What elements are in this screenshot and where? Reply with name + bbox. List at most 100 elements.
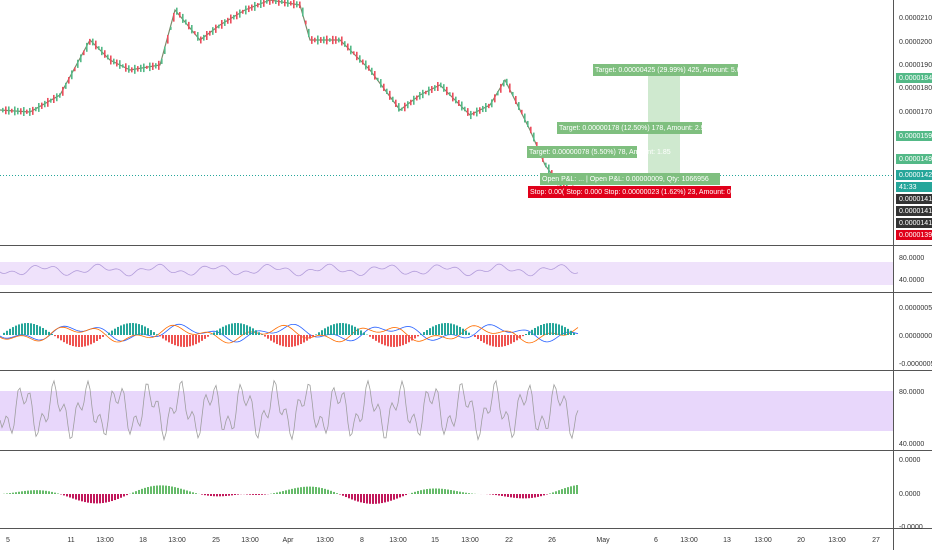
macd-hist <box>69 335 71 346</box>
volume-hist <box>222 494 224 497</box>
target-bg <box>527 146 637 158</box>
macd-hist <box>237 323 239 335</box>
candle <box>254 1 256 11</box>
candle <box>140 64 142 72</box>
candle <box>416 95 418 101</box>
rsi-line <box>0 263 579 277</box>
macd-hist <box>222 326 224 335</box>
volume-hist <box>555 491 557 494</box>
macd-hist <box>177 335 179 347</box>
macd-hist <box>450 323 452 335</box>
macd-hist <box>510 335 512 344</box>
macd-hist <box>303 335 305 343</box>
macd-hist <box>525 333 527 335</box>
volume-hist <box>423 489 425 494</box>
time-label: 8 <box>360 537 364 544</box>
macd-hist <box>339 323 341 335</box>
candle <box>131 67 133 73</box>
candle <box>272 0 274 4</box>
volume-hist <box>405 494 407 496</box>
candle <box>299 1 301 9</box>
volume-hist <box>510 494 512 498</box>
candle <box>62 86 64 96</box>
candle <box>188 21 190 30</box>
macd-hist <box>27 323 29 335</box>
candle <box>269 0 271 5</box>
volume-hist <box>498 494 500 496</box>
volume-hist <box>126 494 128 496</box>
candle <box>305 20 307 25</box>
candle <box>209 30 211 36</box>
volume-hist <box>504 494 506 497</box>
candle <box>545 162 547 168</box>
volume-hist <box>255 494 257 495</box>
volume-hist <box>528 494 530 499</box>
volume-hist <box>69 494 71 498</box>
candle <box>5 106 7 115</box>
price-label-bg <box>896 131 932 141</box>
candle <box>440 82 442 88</box>
candle <box>65 82 67 89</box>
volume-hist <box>225 494 227 497</box>
macd-hist <box>285 335 287 347</box>
volume-hist <box>447 489 449 494</box>
volume-hist <box>444 489 446 494</box>
candle <box>335 36 337 44</box>
candle <box>338 37 340 43</box>
volume-hist <box>192 492 194 494</box>
macd-hist <box>321 330 323 335</box>
macd-hist <box>435 325 437 335</box>
axis-label: -0.0000 <box>899 524 923 531</box>
macd-hist <box>348 324 350 335</box>
macd-hist <box>51 334 53 335</box>
volume-hist <box>387 494 389 502</box>
volume-hist <box>309 486 311 494</box>
macd-hist <box>147 328 149 335</box>
candle <box>113 58 115 65</box>
volume-hist <box>51 491 53 494</box>
candle <box>476 107 478 117</box>
time-label: 13:00 <box>389 537 407 544</box>
volume-hist <box>297 487 299 494</box>
candle <box>170 26 172 30</box>
volume-hist <box>123 494 125 497</box>
macd-hist <box>12 327 14 335</box>
price-label: 0.00001842 <box>899 75 932 82</box>
volume-hist <box>420 490 422 494</box>
volume-hist <box>306 486 308 494</box>
candle <box>86 42 88 52</box>
volume-hist <box>117 494 119 499</box>
macd-hist <box>522 335 524 337</box>
volume-hist <box>507 494 509 497</box>
time-label: 26 <box>548 537 556 544</box>
volume-hist <box>573 485 575 494</box>
volume-hist <box>561 489 563 494</box>
volume-hist <box>465 492 467 494</box>
volume-hist <box>501 494 503 496</box>
macd-hist <box>159 335 161 337</box>
macd-hist <box>378 335 380 343</box>
candle <box>347 43 349 51</box>
volume-hist <box>393 494 395 500</box>
macd-hist <box>132 323 134 335</box>
volume-hist <box>228 494 230 496</box>
candle <box>371 67 373 75</box>
macd-hist <box>183 335 185 347</box>
volume-hist <box>285 490 287 494</box>
macd-hist <box>174 335 176 346</box>
volume-hist <box>303 486 305 494</box>
volume-hist <box>147 487 149 494</box>
volume-hist <box>516 494 518 499</box>
axis-label: 40.0000 <box>899 277 924 284</box>
candle <box>215 24 217 33</box>
macd-hist <box>39 326 41 335</box>
volume-hist <box>264 494 266 495</box>
macd-hist <box>114 328 116 335</box>
macd-hist <box>567 328 569 335</box>
macd-hist <box>141 325 143 335</box>
macd-hist <box>36 325 38 335</box>
volume-hist <box>105 494 107 503</box>
volume-hist <box>468 493 470 494</box>
candle <box>119 60 121 69</box>
volume-hist <box>345 494 347 498</box>
